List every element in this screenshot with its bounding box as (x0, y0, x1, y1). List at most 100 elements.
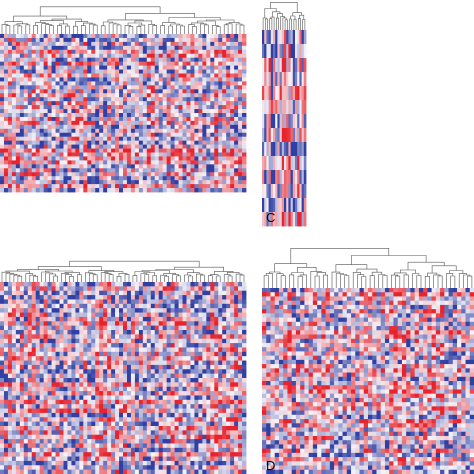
heatmap-cell (39, 105, 45, 110)
heatmap-cell (154, 369, 160, 375)
heatmap-cell (150, 386, 156, 392)
heatmap-cell (170, 124, 175, 130)
heatmap-cell (7, 93, 13, 98)
heatmap-cell (55, 184, 60, 189)
heatmap-cell (154, 399, 160, 405)
heatmap-cell (186, 364, 191, 370)
heatmap-cell (218, 105, 223, 110)
heatmap-cell (194, 303, 199, 309)
heatmap-cell (7, 101, 13, 106)
heatmap-cell (182, 109, 187, 114)
heatmap-cell (158, 61, 164, 66)
heatmap-cell (202, 312, 207, 318)
heatmap-cell (182, 168, 187, 173)
heatmap-cell (146, 69, 152, 74)
heatmap-cell (123, 168, 128, 173)
heatmap-cell (103, 156, 108, 161)
heatmap-cell (142, 295, 148, 300)
heatmap-cell (262, 30, 265, 45)
heatmap-cell (134, 382, 140, 388)
heatmap-cell (7, 176, 13, 181)
heatmap-cell (47, 321, 52, 327)
heatmap-cell (55, 172, 60, 177)
heatmap-cell (51, 408, 56, 414)
heatmap-cell (158, 347, 164, 353)
heatmap-cell (299, 86, 302, 101)
heatmap-cell (35, 316, 41, 322)
heatmap-cell (107, 412, 112, 418)
heatmap-cell (226, 176, 231, 181)
heatmap-cell (288, 114, 291, 129)
heatmap-cell (142, 144, 148, 149)
heatmap-cell (134, 152, 140, 157)
heatmap-cell (119, 338, 124, 344)
heatmap-cell (123, 334, 128, 340)
heatmap-cell (103, 116, 108, 122)
heatmap-cell (178, 61, 183, 66)
heatmap-cell (115, 364, 120, 370)
heatmap-cell (146, 41, 152, 47)
heatmap-cell (238, 334, 243, 340)
heatmap-cell (222, 180, 227, 185)
heatmap-cell (138, 286, 144, 292)
heatmap-cell (83, 97, 88, 102)
heatmap-cell (99, 391, 104, 396)
heatmap-cell (39, 364, 45, 370)
heatmap-cell (79, 364, 84, 370)
heatmap-cell (23, 421, 29, 427)
heatmap-cell (226, 109, 231, 114)
heatmap-cell (234, 188, 239, 193)
heatmap-cell (71, 93, 76, 98)
heatmap-cell (0, 109, 5, 114)
heatmap-cell (146, 105, 152, 110)
heatmap-cell (286, 58, 289, 73)
heatmap-cell (226, 136, 231, 142)
heatmap-cell (59, 188, 64, 193)
heatmap-cell (95, 172, 100, 177)
heatmap-cell (150, 65, 156, 70)
heatmap-cell (170, 369, 175, 375)
heatmap-cell (222, 160, 227, 165)
heatmap-cell (75, 176, 80, 181)
heatmap-cell (91, 148, 96, 153)
heatmap-cell (170, 120, 175, 126)
heatmap-cell (226, 351, 231, 357)
heatmap-cell (146, 325, 152, 331)
heatmap-cell (170, 338, 175, 344)
heatmap-cell (87, 53, 92, 59)
heatmap-cell (103, 140, 108, 145)
heatmap-cell (87, 168, 92, 173)
heatmap-cell (198, 168, 203, 173)
heatmap-cell (284, 142, 287, 157)
heatmap-cell (190, 73, 195, 78)
heatmap-cell (126, 334, 132, 340)
heatmap-cell (23, 399, 29, 405)
heatmap-cell (162, 308, 168, 313)
heatmap-cell (214, 45, 219, 51)
heatmap-cell (206, 312, 211, 318)
heatmap-cell (142, 338, 148, 344)
heatmap-cell (99, 128, 104, 134)
heatmap-cell (194, 282, 199, 287)
heatmap-cell (79, 334, 84, 340)
heatmap-cell (178, 136, 183, 142)
heatmap-cell (3, 128, 9, 134)
heatmap-cell (23, 49, 29, 55)
heatmap-cell (182, 136, 187, 142)
heatmap-cell (83, 399, 88, 405)
heatmap-cell (103, 303, 108, 309)
heatmap-cell (11, 89, 17, 94)
heatmap-cell (226, 286, 231, 292)
heatmap-cell (47, 124, 52, 130)
heatmap-cell (75, 426, 80, 431)
heatmap-cell (210, 65, 215, 70)
heatmap-cell (71, 330, 76, 335)
heatmap-cell (115, 65, 120, 70)
heatmap-cell (23, 128, 29, 134)
heatmap-cell (107, 53, 112, 59)
heatmap-cell (15, 160, 21, 165)
heatmap-cell (277, 58, 280, 73)
heatmap-cell (75, 73, 80, 78)
heatmap-cell (119, 378, 124, 383)
heatmap-cell (47, 399, 52, 405)
